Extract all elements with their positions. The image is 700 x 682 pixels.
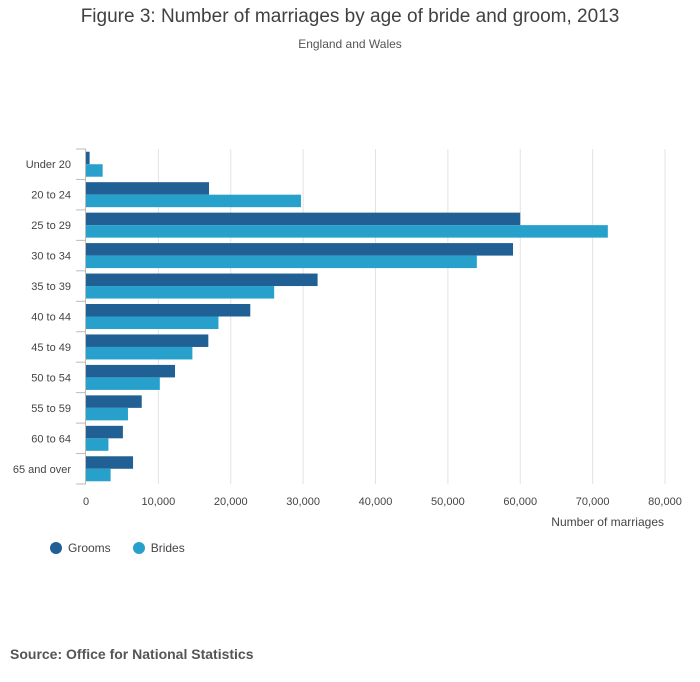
bar-grooms-65-and-over[interactable] bbox=[86, 456, 134, 469]
y-tick-label: 40 to 44 bbox=[31, 312, 71, 324]
y-tick-label: 55 to 59 bbox=[31, 403, 71, 415]
legend-swatch-grooms bbox=[50, 542, 62, 554]
bar-brides-45-to-49[interactable] bbox=[86, 346, 193, 360]
legend-item-brides[interactable]: Brides bbox=[132, 541, 185, 555]
bar-grooms-30-to-34[interactable] bbox=[86, 243, 514, 256]
x-tick-label: 20,000 bbox=[214, 496, 248, 508]
bar-grooms-under-20[interactable] bbox=[86, 151, 90, 165]
x-tick-label: 80,000 bbox=[648, 496, 682, 508]
bar-grooms-35-to-39[interactable] bbox=[86, 273, 318, 287]
bar-brides-40-to-44[interactable] bbox=[86, 316, 219, 330]
chart-legend: Grooms Brides bbox=[50, 541, 185, 555]
x-tick-label: 30,000 bbox=[286, 496, 320, 508]
chart-title: Figure 3: Number of marriages by age of … bbox=[80, 6, 620, 27]
bar-grooms-60-to-64[interactable] bbox=[86, 425, 123, 439]
y-tick-label: 50 to 54 bbox=[31, 372, 71, 384]
x-axis-title: Number of marriages bbox=[551, 515, 664, 529]
bar-brides-30-to-34[interactable] bbox=[86, 255, 477, 269]
x-tick-label: 50,000 bbox=[431, 496, 465, 508]
y-tick-label: 60 to 64 bbox=[31, 433, 71, 445]
y-tick-label: 45 to 49 bbox=[31, 342, 71, 354]
legend-label-grooms: Grooms bbox=[68, 541, 111, 555]
y-tick-label: 35 to 39 bbox=[31, 281, 71, 293]
bar-brides-20-to-24[interactable] bbox=[86, 194, 301, 208]
bar-grooms-20-to-24[interactable] bbox=[86, 182, 210, 195]
x-tick-label: 70,000 bbox=[576, 496, 610, 508]
bar-brides-25-to-29[interactable] bbox=[86, 225, 608, 238]
legend-label-brides: Brides bbox=[150, 541, 185, 555]
bar-brides-55-to-59[interactable] bbox=[86, 407, 128, 421]
x-tick-label: 60,000 bbox=[503, 496, 537, 508]
y-tick-label: 30 to 34 bbox=[31, 251, 71, 263]
bar-grooms-25-to-29[interactable] bbox=[86, 212, 521, 226]
chart-subtitle: England and Wales bbox=[298, 37, 402, 51]
y-tick-label: Under 20 bbox=[26, 159, 71, 171]
y-tick-label: 25 to 29 bbox=[31, 220, 71, 232]
bar-brides-35-to-39[interactable] bbox=[86, 286, 275, 299]
source-note: Source: Office for National Statistics bbox=[10, 646, 254, 662]
legend-swatch-brides bbox=[132, 542, 145, 554]
bar-brides-60-to-64[interactable] bbox=[86, 438, 109, 451]
x-tick-label: 10,000 bbox=[142, 496, 176, 508]
bar-grooms-45-to-49[interactable] bbox=[86, 334, 209, 347]
bar-grooms-50-to-54[interactable] bbox=[86, 364, 176, 378]
bar-grooms-40-to-44[interactable] bbox=[86, 304, 251, 317]
bar-brides-65-and-over[interactable] bbox=[86, 468, 111, 482]
y-tick-label: 20 to 24 bbox=[31, 190, 71, 202]
y-tick-label: 65 and over bbox=[13, 464, 71, 476]
x-tick-label: 0 bbox=[83, 496, 89, 508]
x-tick-label: 40,000 bbox=[359, 496, 393, 508]
bar-brides-under-20[interactable] bbox=[86, 164, 103, 177]
legend-item-grooms[interactable]: Grooms bbox=[50, 541, 111, 555]
bar-grooms-55-to-59[interactable] bbox=[86, 395, 142, 408]
bar-brides-50-to-54[interactable] bbox=[86, 377, 160, 390]
